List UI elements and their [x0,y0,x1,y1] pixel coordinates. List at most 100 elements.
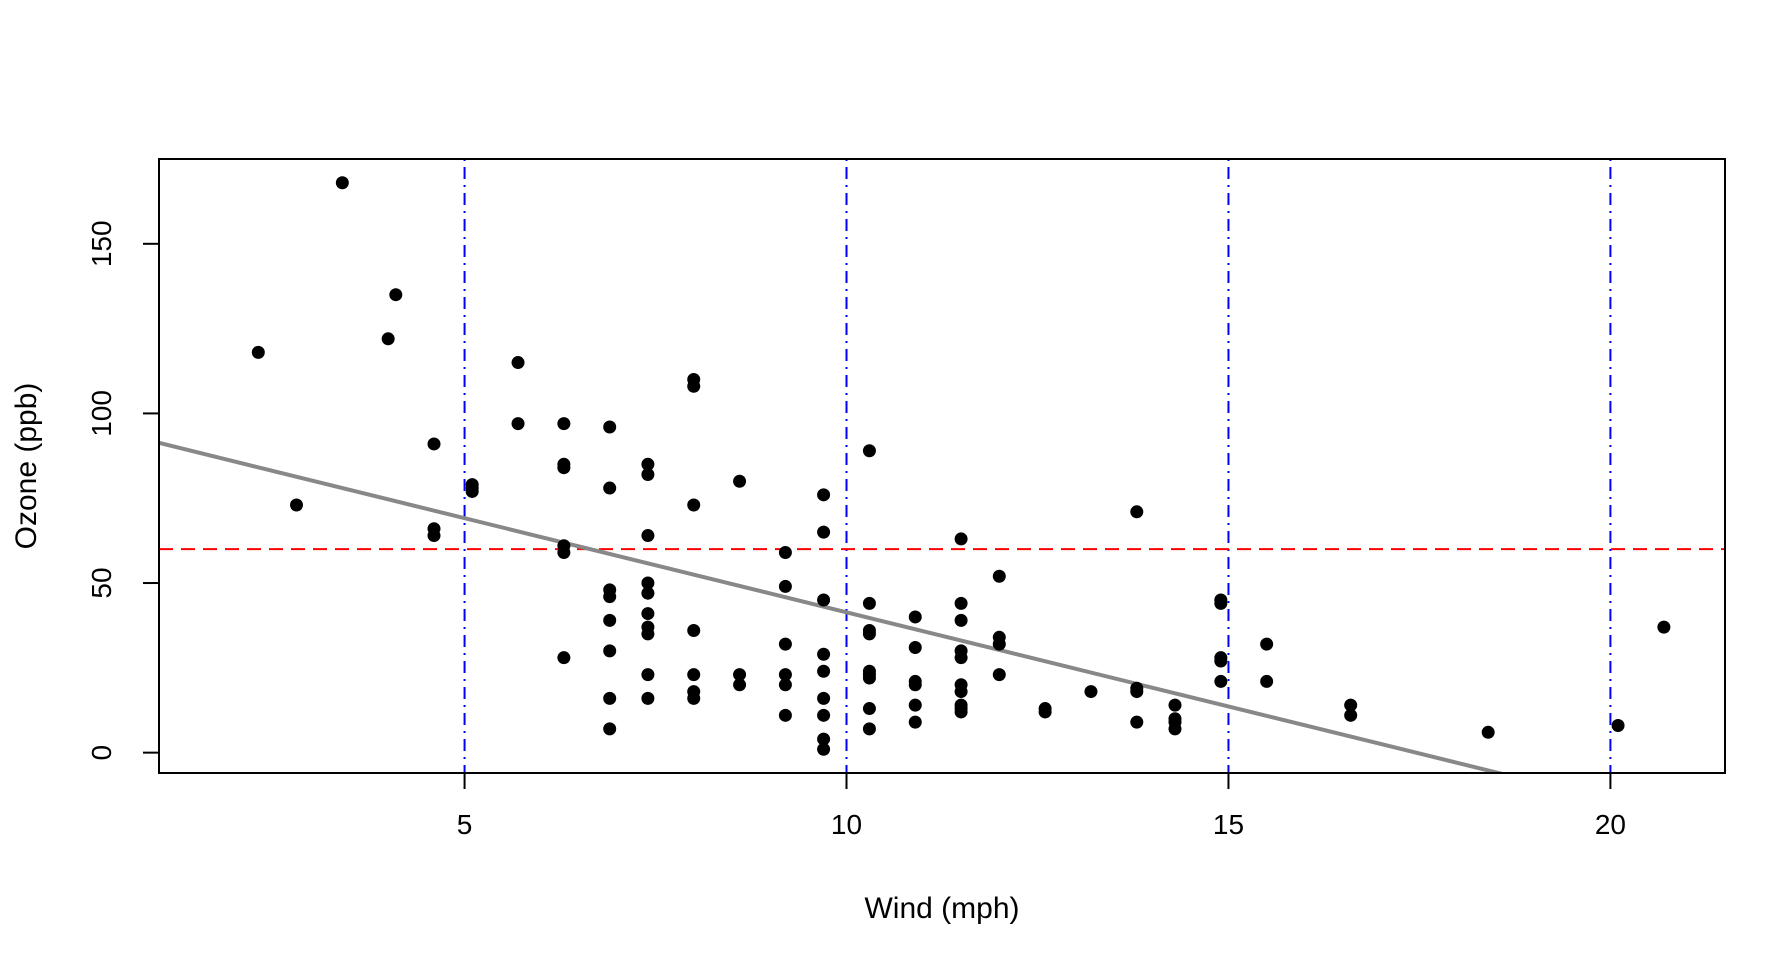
data-point [557,651,571,665]
data-point [641,627,655,641]
data-point [641,529,655,543]
data-point [954,613,968,627]
data-point [817,708,831,722]
data-point [817,732,831,746]
data-point [389,288,403,302]
data-point [603,590,617,604]
data-point [778,678,792,692]
data-point [251,345,265,359]
data-point [733,474,747,488]
data-point [603,644,617,658]
data-point [427,437,441,451]
y-tick-label: 100 [86,390,117,437]
data-point [908,698,922,712]
regression-line [159,440,1507,773]
data-point [1130,715,1144,729]
data-point [817,664,831,678]
data-point [1657,620,1671,634]
data-point [908,715,922,729]
data-point [1168,722,1182,736]
data-point [641,457,655,471]
data-point [1168,698,1182,712]
data-point [641,467,655,481]
data-point [290,498,304,512]
data-point [862,671,876,685]
data-point [817,647,831,661]
y-tick-label: 50 [86,567,117,598]
x-tick-label: 15 [1213,809,1244,840]
x-tick-label: 20 [1595,809,1626,840]
data-point [603,722,617,736]
data-point [908,610,922,624]
y-axis-title: Ozone (ppb) [10,383,43,550]
data-point [992,637,1006,651]
data-point [381,332,395,346]
x-axis-title: Wind (mph) [864,892,1019,925]
data-point [778,546,792,560]
data-point [954,685,968,699]
data-point [954,705,968,719]
data-point [603,691,617,705]
data-point [1214,596,1228,610]
data-point [1130,505,1144,519]
data-point [862,627,876,641]
data-point [862,444,876,458]
data-point [557,461,571,475]
data-point [817,488,831,502]
data-point [733,678,747,692]
data-point [733,668,747,682]
data-point [1214,674,1228,688]
data-point [778,668,792,682]
y-tick-label: 150 [86,220,117,267]
data-point [427,529,441,543]
data-point [641,668,655,682]
data-point [603,613,617,627]
plot-frame [158,158,1726,774]
data-point [817,742,831,756]
data-point [641,586,655,600]
data-point [641,691,655,705]
data-point [1038,705,1052,719]
data-point [557,546,571,560]
data-point [778,579,792,593]
data-point [1084,685,1098,699]
data-point [992,668,1006,682]
data-point [954,532,968,546]
data-point [1130,685,1144,699]
data-point [817,525,831,539]
data-point [908,640,922,654]
data-point [862,702,876,716]
data-point [687,624,701,638]
data-point [335,176,349,190]
data-point [687,379,701,393]
data-point [1344,708,1358,722]
plot-layer: 5 10 15 20 0 50 100 150 [86,158,1726,840]
data-point [465,484,479,498]
x-tick-label: 10 [831,809,862,840]
x-tick-label: 5 [457,809,473,840]
data-point [687,668,701,682]
data-point [641,607,655,621]
data-point [778,708,792,722]
data-point [603,420,617,434]
data-point [954,596,968,610]
data-point [557,417,571,431]
data-point [992,569,1006,583]
data-point [1214,654,1228,668]
data-point [687,691,701,705]
data-point [511,417,525,431]
data-point [1481,725,1495,739]
data-point [641,576,655,590]
data-point [817,691,831,705]
data-point [954,651,968,665]
data-point [1611,719,1625,733]
data-point [862,596,876,610]
data-point [778,637,792,651]
data-point [1260,637,1274,651]
data-point [862,722,876,736]
y-tick-label: 0 [86,745,117,761]
data-point [1344,698,1358,712]
data-point [1260,674,1274,688]
data-point [687,498,701,512]
